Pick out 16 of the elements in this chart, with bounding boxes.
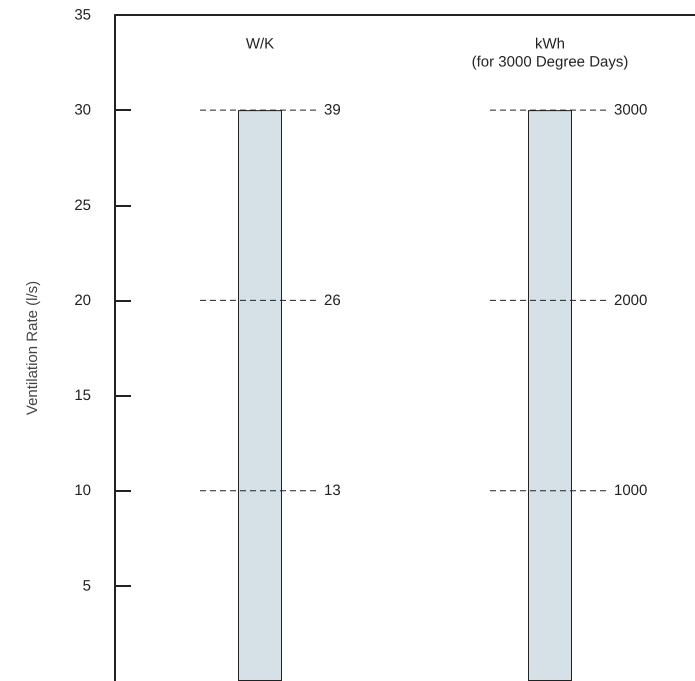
annotation: 1000 — [614, 482, 648, 500]
annotation: 13 — [324, 482, 341, 500]
y-tick-label: 25 — [74, 196, 91, 214]
y-tick-label: 35 — [74, 6, 91, 24]
annotation: 3000 — [614, 102, 648, 119]
y-axis-title: Ventilation Rate (l/s) — [24, 280, 41, 416]
x-tick-label: W/K — [246, 36, 274, 52]
y-tick-label: 15 — [74, 387, 91, 404]
annotation: 2000 — [614, 292, 648, 309]
y-tick-label: 30 — [74, 102, 91, 119]
y-tick-label: 20 — [74, 292, 91, 309]
y-tick-label: 5 — [82, 577, 91, 594]
annotation: 39 — [324, 102, 341, 119]
annotation: 26 — [324, 292, 341, 309]
x-tick-label: kWh (for 3000 Degree Days) — [472, 36, 628, 70]
y-tick-label: 10 — [74, 482, 91, 500]
